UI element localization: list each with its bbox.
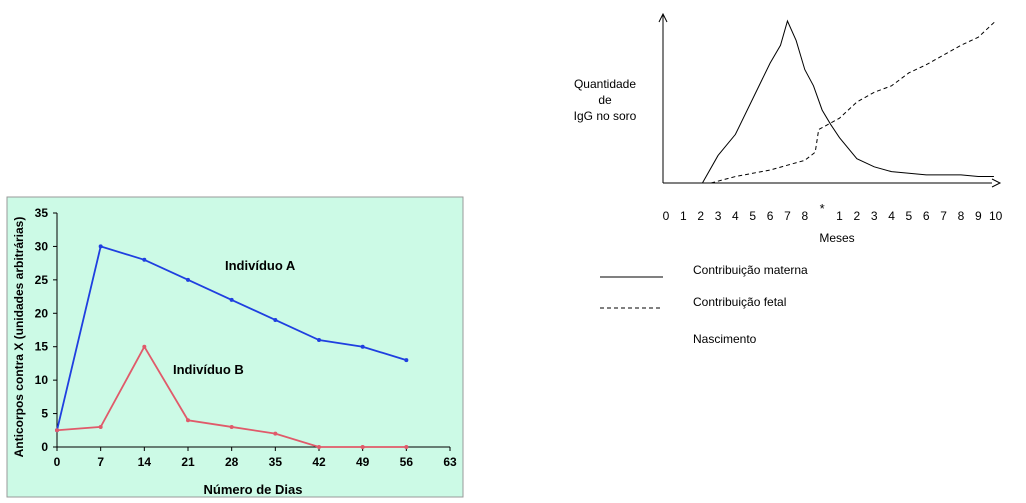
data-point: [317, 445, 321, 449]
x-tick-label: 8: [801, 209, 808, 223]
x-tick-label: 42: [312, 455, 326, 469]
x-tick-label: 4: [732, 209, 739, 223]
y-tick-label: 15: [35, 340, 49, 354]
y-tick-label: 5: [41, 407, 48, 421]
x-tick-label: 10: [989, 209, 1003, 223]
data-point: [360, 445, 365, 449]
x-tick-label: 63: [443, 455, 457, 469]
x-tick-label: 21: [181, 455, 195, 469]
x-tick-label: 35: [269, 455, 283, 469]
data-point: [186, 277, 190, 282]
x-tick-label: 14: [138, 455, 152, 469]
x-tick-label: 56: [400, 455, 414, 469]
axes: 0 1 2 3 4 5 6 7 8 * 1 2 3 4 5 6 7 8 9 10: [658, 12, 1003, 223]
y-axis-arrow: [658, 12, 668, 23]
y-axis-label-line-1: Quantidade: [574, 77, 636, 91]
x-tick-label: 3: [871, 209, 878, 223]
x-tick-label: 7: [97, 455, 104, 469]
y-tick-label: 25: [35, 273, 49, 287]
y-tick-label: 20: [35, 306, 49, 320]
x-tick-label: 7: [784, 209, 791, 223]
legend-label-nascimento: Nascimento: [693, 332, 757, 346]
y-axis-label: Anticorpos contra X (unidades arbitrária…: [12, 217, 26, 458]
series-label-a: Indivíduo A: [225, 258, 296, 273]
x-tick-label: 6: [767, 209, 774, 223]
data-point: [142, 344, 147, 349]
data-point: [98, 424, 103, 429]
legend: Contribuição materna Contribuição fetal …: [600, 263, 808, 346]
data-point: [229, 297, 234, 302]
series-line-fetal: [710, 20, 996, 184]
x-tick-label: 2: [854, 209, 861, 223]
x-tick-label: 28: [225, 455, 239, 469]
x-axis-label: Número de Dias: [204, 482, 303, 497]
y-axis-label-line-2: de: [598, 93, 612, 107]
data-point: [229, 424, 234, 429]
series-group: [702, 19, 996, 184]
y-tick-label: 30: [35, 239, 49, 253]
x-tick-label: 9: [975, 209, 982, 223]
x-tick-label: 4: [888, 209, 895, 223]
series-group: [55, 244, 409, 449]
y-tick-label: 35: [35, 206, 49, 220]
x-tick-label: 8: [958, 209, 965, 223]
x-tick-label: 1: [680, 209, 687, 223]
x-tick-label: 1: [836, 209, 843, 223]
data-point: [142, 257, 147, 262]
data-point: [360, 344, 365, 349]
data-point: [404, 445, 409, 449]
y-tick-label: 10: [35, 373, 49, 387]
data-point: [98, 244, 103, 249]
x-tick-label: 3: [715, 209, 722, 223]
data-point: [273, 431, 278, 436]
data-point: [273, 317, 278, 322]
x-tick-label: 5: [749, 209, 756, 223]
x-tick-label: 0: [663, 209, 670, 223]
x-tick-label: 6: [923, 209, 930, 223]
data-point: [55, 428, 59, 433]
legend-label-materna: Contribuição materna: [693, 263, 808, 277]
x-axis-label: Meses: [819, 231, 854, 245]
x-axis-arrow: [991, 178, 1002, 188]
data-point: [317, 338, 321, 343]
series-label-b: Indivíduo B: [173, 362, 244, 377]
x-tick-label: 0: [54, 455, 61, 469]
x-tick-label: 7: [940, 209, 947, 223]
birth-marker: *: [820, 201, 825, 216]
x-tick-label: 2: [697, 209, 704, 223]
x-tick-label: 5: [906, 209, 913, 223]
series-line-materna: [702, 19, 994, 184]
x-tick-label: 49: [356, 455, 370, 469]
data-point: [186, 418, 190, 423]
data-point: [404, 358, 409, 363]
legend-label-fetal: Contribuição fetal: [693, 295, 786, 309]
y-axis-label-line-3: IgG no soro: [574, 109, 637, 123]
y-tick-label: 0: [41, 440, 48, 454]
axes: 0 5 10 15 20 25 30 35 0 7 14 21 28 35 42 49 56 63: [35, 206, 457, 469]
